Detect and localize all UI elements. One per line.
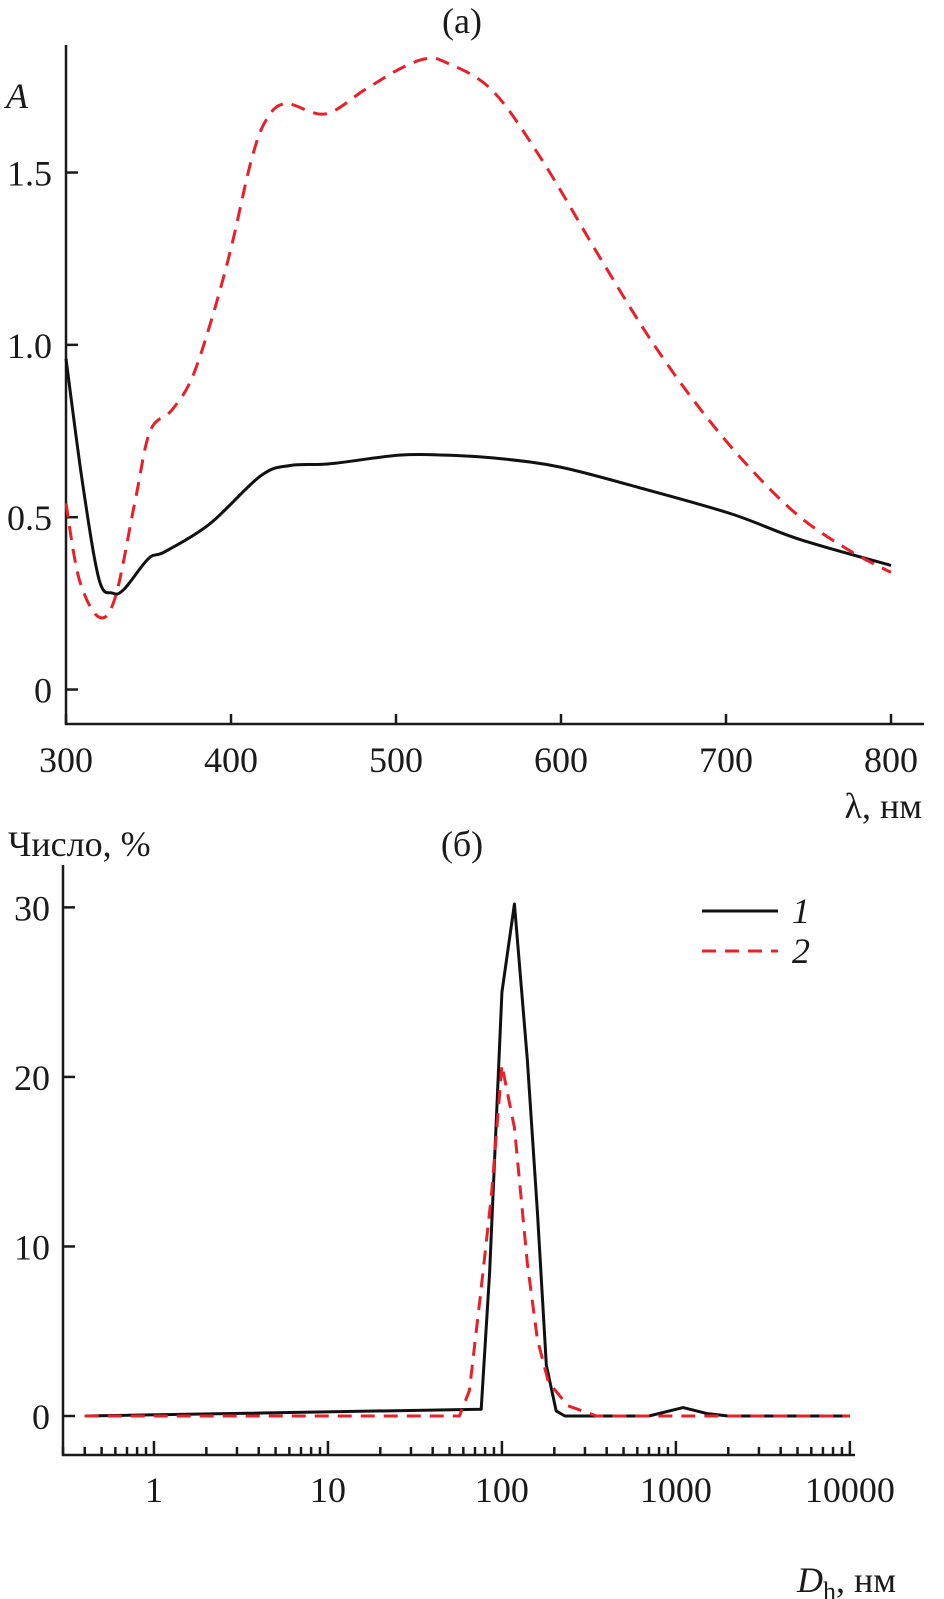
x-tick-label: 700: [699, 740, 753, 780]
chart-b: (б) Число, % Dh, нм 1 10 100 1000 10000 0 10 20…: [8, 824, 896, 1599]
x-tick-label: 400: [204, 740, 258, 780]
y-tick-label: 20: [14, 1058, 50, 1098]
chart-b-xlabel-unit: , нм: [836, 1560, 896, 1599]
chart-b-xlabel-sub: h: [823, 1577, 836, 1599]
chart-b-title: (б): [441, 824, 483, 864]
series-line-1: [84, 902, 850, 1418]
legend: 12: [702, 891, 810, 971]
y-tick-label: 1.5: [7, 154, 52, 194]
y-tick-label: 0.5: [7, 498, 52, 538]
x-tick-label: 10000: [805, 1470, 895, 1510]
x-tick-label: 500: [369, 740, 423, 780]
chart-b-xlabel: Dh, нм: [796, 1560, 896, 1599]
chart-a-ylabel: A: [4, 76, 29, 116]
x-tick-label: 1: [145, 1470, 163, 1510]
y-tick-label: 10: [14, 1227, 50, 1267]
chart-a-axes: [64, 45, 924, 726]
x-tick-label: 800: [864, 740, 918, 780]
series-line-2: [64, 56, 892, 620]
chart-a-xlabel: λ, нм: [844, 786, 922, 826]
chart-b-ylabel: Число, %: [8, 824, 151, 864]
chart-b-axes: [61, 865, 855, 1457]
chart-a: (a) A λ, нм 300 400 500 600 700 800 0 0.5 1.0 1.5: [4, 1, 924, 826]
y-tick-label: 1.0: [7, 326, 52, 366]
y-tick-label: 0: [34, 671, 52, 711]
x-tick-label: 10: [310, 1470, 346, 1510]
series-line-1: [64, 358, 892, 596]
y-tick-label: 30: [14, 888, 50, 928]
x-tick-label: 600: [534, 740, 588, 780]
x-tick-label: 100: [475, 1470, 529, 1510]
chart-a-title: (a): [442, 1, 482, 41]
y-tick-label: 0: [32, 1397, 50, 1437]
legend-label-1: 1: [792, 891, 810, 931]
series-line-2: [84, 1063, 850, 1418]
chart-b-xlabel-main: D: [796, 1560, 823, 1599]
legend-label-2: 2: [792, 931, 810, 971]
x-tick-label: 1000: [640, 1470, 712, 1510]
x-tick-label: 300: [39, 740, 93, 780]
